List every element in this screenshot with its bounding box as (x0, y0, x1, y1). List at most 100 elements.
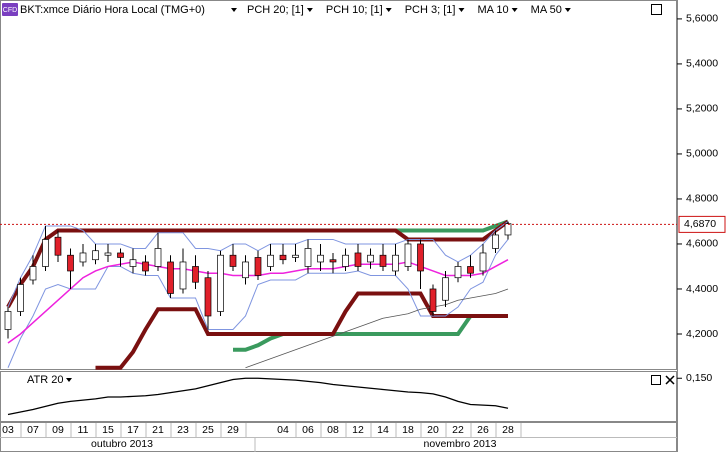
candle-body (229, 254, 237, 267)
legend: PCH 20; [1] PCH 10; [1] PCH 3; [1] MA 10 MA … (247, 4, 571, 16)
x-tick-label: 15 (102, 424, 114, 436)
dropdown-arrow[interactable] (231, 8, 237, 12)
candle-body (154, 248, 162, 267)
last-price-box (678, 215, 726, 233)
last-price-label: 4,6870 (684, 218, 716, 230)
candle-body (254, 257, 262, 276)
candle-body (429, 288, 437, 312)
candle-body (479, 252, 487, 272)
candle-body (317, 254, 324, 263)
x-tick-label: 04 (277, 424, 289, 436)
legend-entry[interactable]: PCH 3; [1] (405, 4, 456, 16)
dropdown-arrow[interactable] (306, 8, 313, 12)
x-tick-label: 25 (202, 424, 214, 436)
y-tick-label: 5,2000 (686, 103, 718, 115)
y-tick-label: 5,4000 (686, 58, 718, 70)
candle-body (367, 254, 374, 263)
y-tick-label: 5,6000 (686, 13, 718, 25)
x-tick-label: 22 (452, 424, 464, 436)
x-tick-label: 11 (78, 424, 89, 436)
candle-body (17, 284, 24, 312)
main-panel (0, 0, 677, 370)
close-button[interactable] (665, 375, 675, 385)
candle-body (442, 277, 449, 301)
candle-body (304, 248, 312, 267)
month-label: novembro 2013 (424, 438, 497, 450)
x-tick-label: 26 (477, 424, 489, 436)
candle-body (179, 261, 187, 290)
y-tick-label: 5,0000 (686, 148, 718, 160)
candle-body (342, 254, 349, 267)
candle-body (504, 223, 512, 236)
candle-body (217, 254, 224, 312)
legend-entry[interactable]: PCH 10; [1] (326, 4, 383, 16)
x-tick-label: 20 (427, 424, 439, 436)
dropdown-arrow[interactable] (564, 8, 571, 12)
candle-body (142, 261, 149, 272)
candle-body (354, 252, 362, 267)
symbol-label[interactable]: BKT:xmce Diário Hora Local (TMG+0) (20, 4, 205, 16)
candle-body (79, 252, 87, 263)
candle-body (417, 243, 424, 272)
candle-body (329, 259, 337, 263)
candle-body (204, 277, 212, 317)
candle-body (279, 254, 287, 261)
candle-body (4, 311, 12, 330)
channel-lower (7, 239, 509, 368)
x-tick-label: 28 (502, 424, 514, 436)
x-tick-label: 06 (302, 424, 314, 436)
y-tick-label: 0,150 (686, 372, 712, 384)
x-tick-label: 09 (52, 424, 64, 436)
legend-entry[interactable]: PCH 20; [1] (247, 4, 304, 16)
plot-area (0, 219, 677, 416)
candle-body (404, 243, 412, 267)
cfd-icon-label: CFD (3, 7, 17, 14)
dropdown-arrow[interactable] (66, 378, 72, 382)
moving-average (245, 288, 509, 369)
x-tick-label: 03 (2, 424, 14, 436)
y-tick-label: 4,8000 (686, 193, 718, 205)
candle-body (192, 266, 199, 283)
candle-body (129, 259, 137, 267)
x-tick-label: 14 (377, 424, 389, 436)
y-tick-label: 4,2000 (686, 328, 718, 340)
x-tick-label: 23 (177, 424, 189, 436)
candle-body (492, 234, 499, 249)
y-tick-label: 4,4000 (686, 283, 718, 295)
atr-line (7, 377, 509, 416)
dropdown-arrow[interactable] (458, 8, 465, 12)
dropdown-arrow[interactable] (385, 8, 392, 12)
x-tick-label: 29 (227, 424, 239, 436)
y-tick-label: 4,6000 (686, 238, 718, 250)
candle-body (92, 250, 99, 261)
candle-body (54, 236, 62, 256)
legend-entry[interactable]: MA 10 (477, 4, 508, 16)
x-tick-label: 21 (152, 424, 164, 436)
x-tick-label: 18 (402, 424, 414, 436)
candle-body (167, 261, 174, 294)
candle-body (267, 254, 274, 267)
candle-body (42, 239, 49, 267)
atr-label[interactable]: ATR 20 (27, 374, 63, 386)
candle-body (29, 266, 37, 281)
x-tick-label: 08 (327, 424, 339, 436)
legend-entry[interactable]: MA 50 (531, 4, 562, 16)
maximize-button[interactable] (651, 4, 662, 15)
month-label: outubro 2013 (91, 438, 153, 450)
candle-body (67, 254, 74, 272)
candle-body (392, 254, 399, 272)
x-tick-label: 17 (127, 424, 139, 436)
maximize-button[interactable] (651, 375, 661, 385)
candle-body (454, 266, 462, 279)
candle-body (242, 261, 249, 279)
candle-body (292, 254, 299, 258)
atr-panel (0, 371, 677, 422)
x-tick-label: 07 (27, 424, 39, 436)
cfd-icon (2, 3, 18, 16)
candle-body (117, 252, 124, 258)
dropdown-arrow[interactable] (511, 8, 518, 12)
candle-body (104, 252, 112, 256)
candle-body (467, 266, 474, 274)
candle-body (379, 254, 387, 267)
